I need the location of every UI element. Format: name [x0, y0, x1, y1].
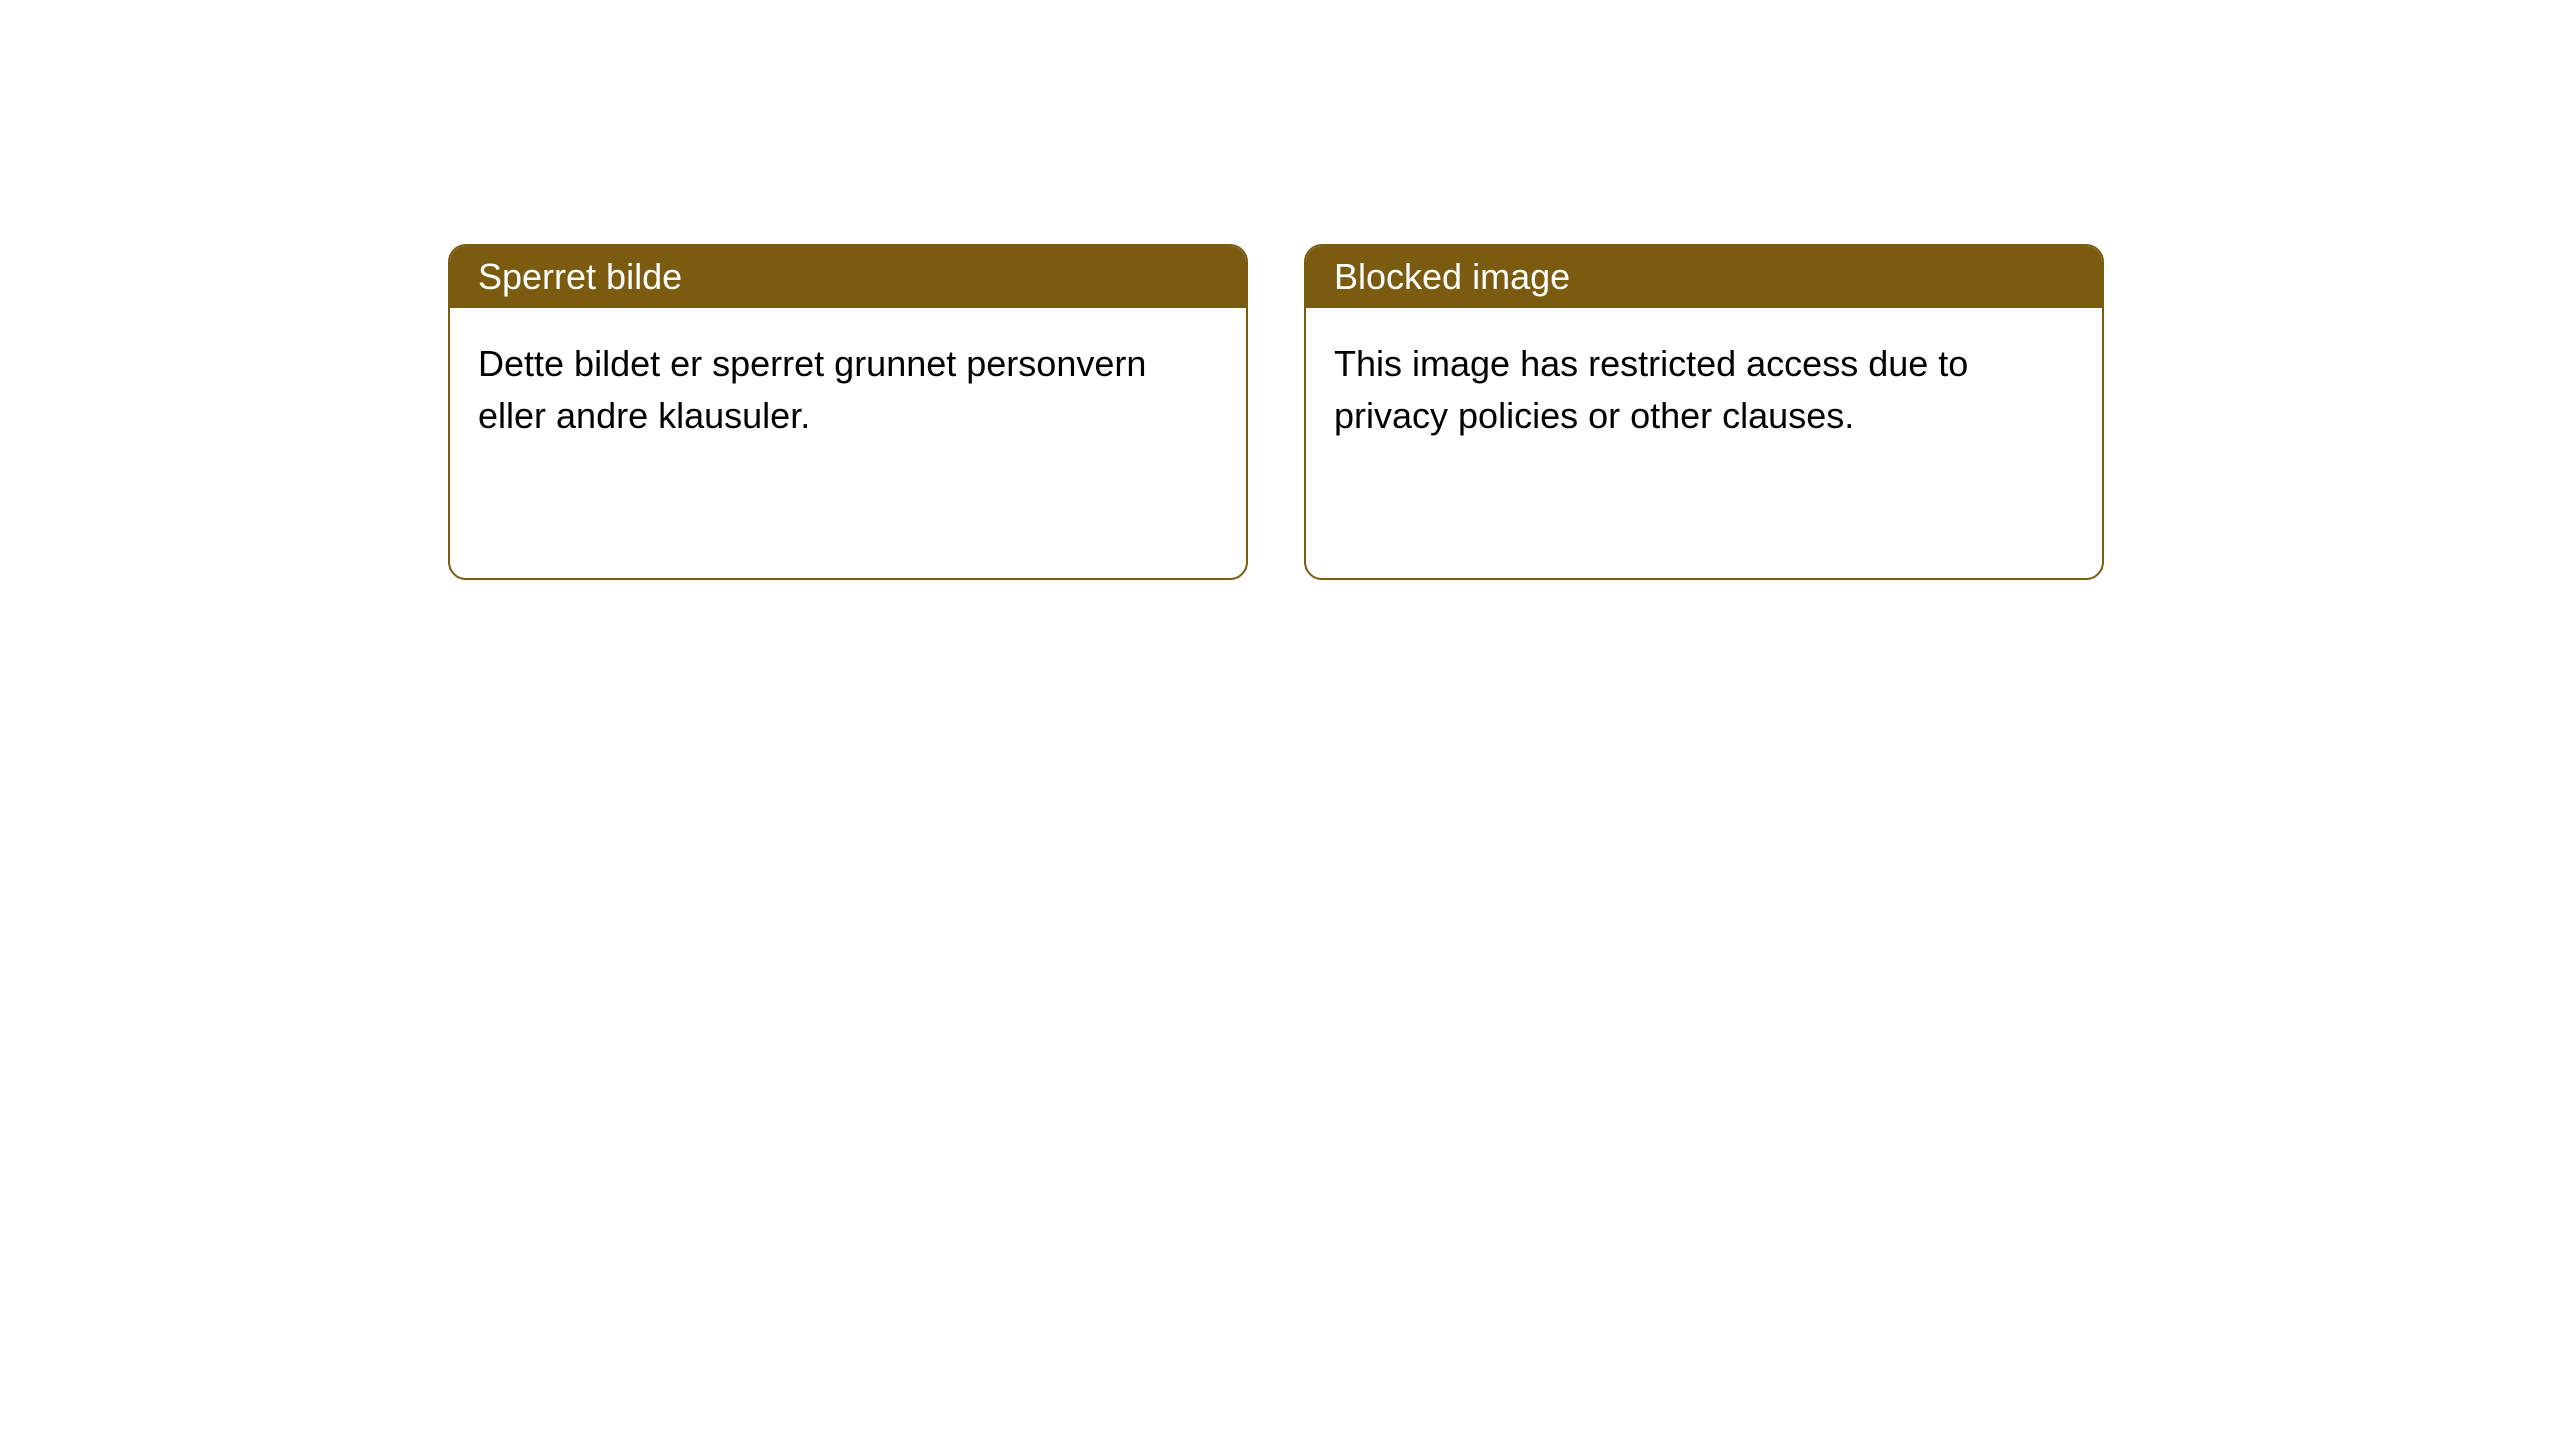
notice-body-english: This image has restricted access due to … [1306, 308, 2102, 472]
notice-title-english: Blocked image [1306, 246, 2102, 308]
notice-body-norwegian: Dette bildet er sperret grunnet personve… [450, 308, 1246, 472]
notice-card-english: Blocked image This image has restricted … [1304, 244, 2104, 580]
notice-card-norwegian: Sperret bilde Dette bildet er sperret gr… [448, 244, 1248, 580]
notice-title-norwegian: Sperret bilde [450, 246, 1246, 308]
notice-container: Sperret bilde Dette bildet er sperret gr… [448, 244, 2104, 580]
